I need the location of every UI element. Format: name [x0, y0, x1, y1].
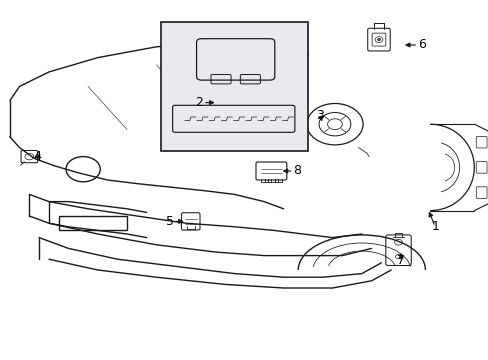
- Text: 4: 4: [34, 150, 41, 163]
- Circle shape: [377, 39, 380, 41]
- Text: 7: 7: [396, 255, 404, 267]
- Text: 3: 3: [316, 109, 324, 122]
- FancyBboxPatch shape: [161, 22, 307, 151]
- Text: 5: 5: [165, 215, 173, 228]
- Text: 6: 6: [417, 39, 425, 51]
- Text: 8: 8: [293, 165, 301, 177]
- Text: 1: 1: [430, 220, 438, 233]
- Text: 2: 2: [195, 96, 203, 109]
